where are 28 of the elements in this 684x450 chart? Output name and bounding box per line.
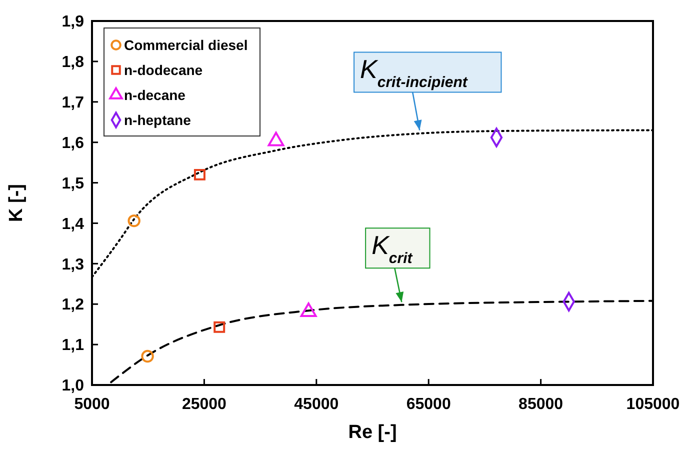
y-tick-label: 1,2	[62, 296, 84, 314]
y-tick-label: 1,9	[62, 14, 84, 31]
x-tick-label: 85000	[518, 396, 564, 413]
x-tick-label: 65000	[406, 396, 451, 413]
annotation: K$_{crit-incipient}$	[360, 54, 468, 92]
y-tick-label: 1,3	[62, 256, 84, 274]
point	[128, 214, 140, 228]
legend-label: n-dodecane	[124, 62, 203, 78]
y-tick-label: 1,7	[62, 94, 84, 112]
y-tick-label: 1,0	[62, 378, 84, 395]
legend-label: n-decane	[124, 86, 186, 103]
y-tick-label: 1,6	[62, 134, 84, 152]
x-axis-title: Re [-]	[348, 422, 397, 443]
point	[214, 321, 226, 333]
y-tick-label: 1,4	[62, 216, 84, 233]
legend-label: n-heptane	[124, 112, 192, 128]
annotation: K$_{crit}$	[372, 230, 414, 268]
y-tick-label: 1,8	[62, 54, 84, 72]
y-axis-title: K [-]	[6, 184, 27, 222]
point	[194, 168, 206, 180]
x-tick-label: 45000	[294, 396, 339, 413]
x-tick-label: 5000	[74, 396, 110, 413]
x-tick-label: 105000	[626, 396, 680, 413]
point	[141, 350, 154, 363]
y-tick-label: 1,5	[62, 175, 84, 192]
legend-label: Commercial diesel	[124, 36, 248, 53]
y-tick-label: 1,1	[62, 337, 84, 354]
x-tick-label: 25000	[182, 396, 227, 413]
